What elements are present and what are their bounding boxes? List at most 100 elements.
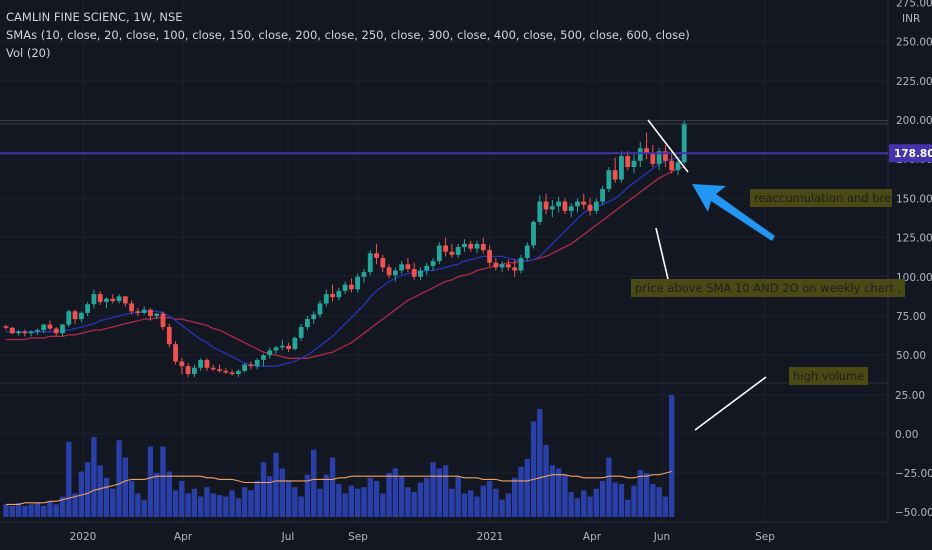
time-tick-label: Apr <box>583 531 602 543</box>
candle-body <box>568 206 574 211</box>
volume-bar <box>172 490 179 517</box>
volume-bar <box>40 505 47 517</box>
volume-bar <box>424 477 430 517</box>
candle-body <box>593 201 599 211</box>
volume-bar <box>549 465 556 517</box>
candle-body <box>619 156 624 180</box>
volume-bar <box>555 468 562 517</box>
volume-bar <box>260 462 267 517</box>
annotation-price-above-sma: price above SMA 10 AND 2O on weekly char… <box>631 279 906 297</box>
last-price-badge <box>889 144 932 163</box>
volume-bar <box>191 488 198 517</box>
price-tick-label: 150.00 <box>896 193 932 205</box>
candle-body <box>235 370 241 375</box>
arrow-icon <box>692 184 775 241</box>
volume-bar <box>442 465 449 517</box>
volume-tick-label: 0.00 <box>895 429 918 441</box>
volume-bar <box>606 457 612 517</box>
candle-body <box>625 156 631 168</box>
candle-body <box>41 324 47 331</box>
time-tick-label: Sep <box>755 531 775 543</box>
volume-bar <box>122 457 129 517</box>
candle-body <box>587 204 593 211</box>
candle-body <box>141 309 147 313</box>
volume-bar <box>235 498 242 517</box>
candle-body <box>166 326 172 345</box>
volume-bar <box>59 496 66 517</box>
volume-bar <box>499 499 505 517</box>
volume-tick-label: 25.00 <box>895 390 925 402</box>
candle-body <box>462 243 467 248</box>
volume-bar <box>612 482 618 517</box>
candle-body <box>537 201 543 222</box>
volume-bar <box>248 490 254 517</box>
volume-bar <box>28 504 34 517</box>
volume-bar <box>97 465 103 517</box>
price-tick-label: 125.00 <box>896 233 932 245</box>
grid <box>0 0 889 523</box>
volume-bar <box>668 394 675 517</box>
price-tick-label: 75.00 <box>896 311 926 323</box>
candle-body <box>47 324 53 329</box>
candle-body <box>204 359 210 368</box>
pointer-line <box>694 376 767 431</box>
symbol-title[interactable]: CAMLIN FINE SCIENC, 1W, NSE <box>6 10 183 24</box>
volume-bar <box>455 476 461 517</box>
volume-bar <box>204 487 210 517</box>
volume-bar <box>618 484 625 517</box>
volume-bar <box>304 474 311 517</box>
candle-body <box>305 319 310 327</box>
volume-bar <box>267 476 273 517</box>
volume-bar <box>568 491 574 517</box>
time-tick-label: 2020 <box>70 531 97 543</box>
volume-bar <box>273 452 279 517</box>
volume-bar <box>524 459 530 517</box>
candle-body <box>116 296 122 302</box>
sma-indicator-label[interactable]: SMAs (10, close, 20, close, 100, close, … <box>6 28 690 42</box>
volume-bar <box>311 449 317 517</box>
volume-bar <box>72 493 78 517</box>
volume-bar <box>505 493 512 517</box>
candle-body <box>110 298 116 302</box>
volume-bar <box>210 493 216 517</box>
candle-body <box>286 345 291 349</box>
volume-bar <box>405 487 411 517</box>
price-tick-label: 225.00 <box>896 76 932 88</box>
volume-bar <box>53 504 59 517</box>
candle-body <box>192 367 197 375</box>
candle-body <box>104 298 109 302</box>
candle-body <box>367 253 373 273</box>
candle-body <box>600 188 605 202</box>
volume-bar <box>468 490 474 517</box>
candle-body <box>97 294 103 302</box>
volume-bar <box>329 457 336 517</box>
candle-body <box>549 206 555 210</box>
volume-bar <box>348 485 355 517</box>
candle-body <box>330 294 335 298</box>
pointer-line <box>655 227 669 280</box>
candle-body <box>60 324 65 334</box>
candle-body <box>229 372 235 375</box>
volume-bar <box>141 499 147 517</box>
candle-body <box>524 245 530 258</box>
candle-body <box>518 257 524 271</box>
volume-bar <box>147 446 154 517</box>
volume-bar <box>160 446 166 517</box>
volume-bar <box>417 482 424 517</box>
candle-body <box>386 267 392 276</box>
candle-body <box>349 284 354 290</box>
time-tick-label: 2021 <box>477 531 504 543</box>
candle-body <box>669 160 675 171</box>
volume-bar <box>493 488 499 517</box>
candle-body <box>392 270 398 276</box>
candle-body <box>644 148 649 153</box>
volume-bar <box>110 488 116 517</box>
volume-indicator-label[interactable]: Vol (20) <box>6 46 51 60</box>
candle-body <box>342 284 348 291</box>
price-axis: 275.00250.00225.00200.00175.00150.00125.… <box>889 0 932 519</box>
candle-body <box>681 123 687 163</box>
candle-body <box>154 313 160 316</box>
sma20-line <box>6 166 685 359</box>
candle-body <box>663 151 668 161</box>
